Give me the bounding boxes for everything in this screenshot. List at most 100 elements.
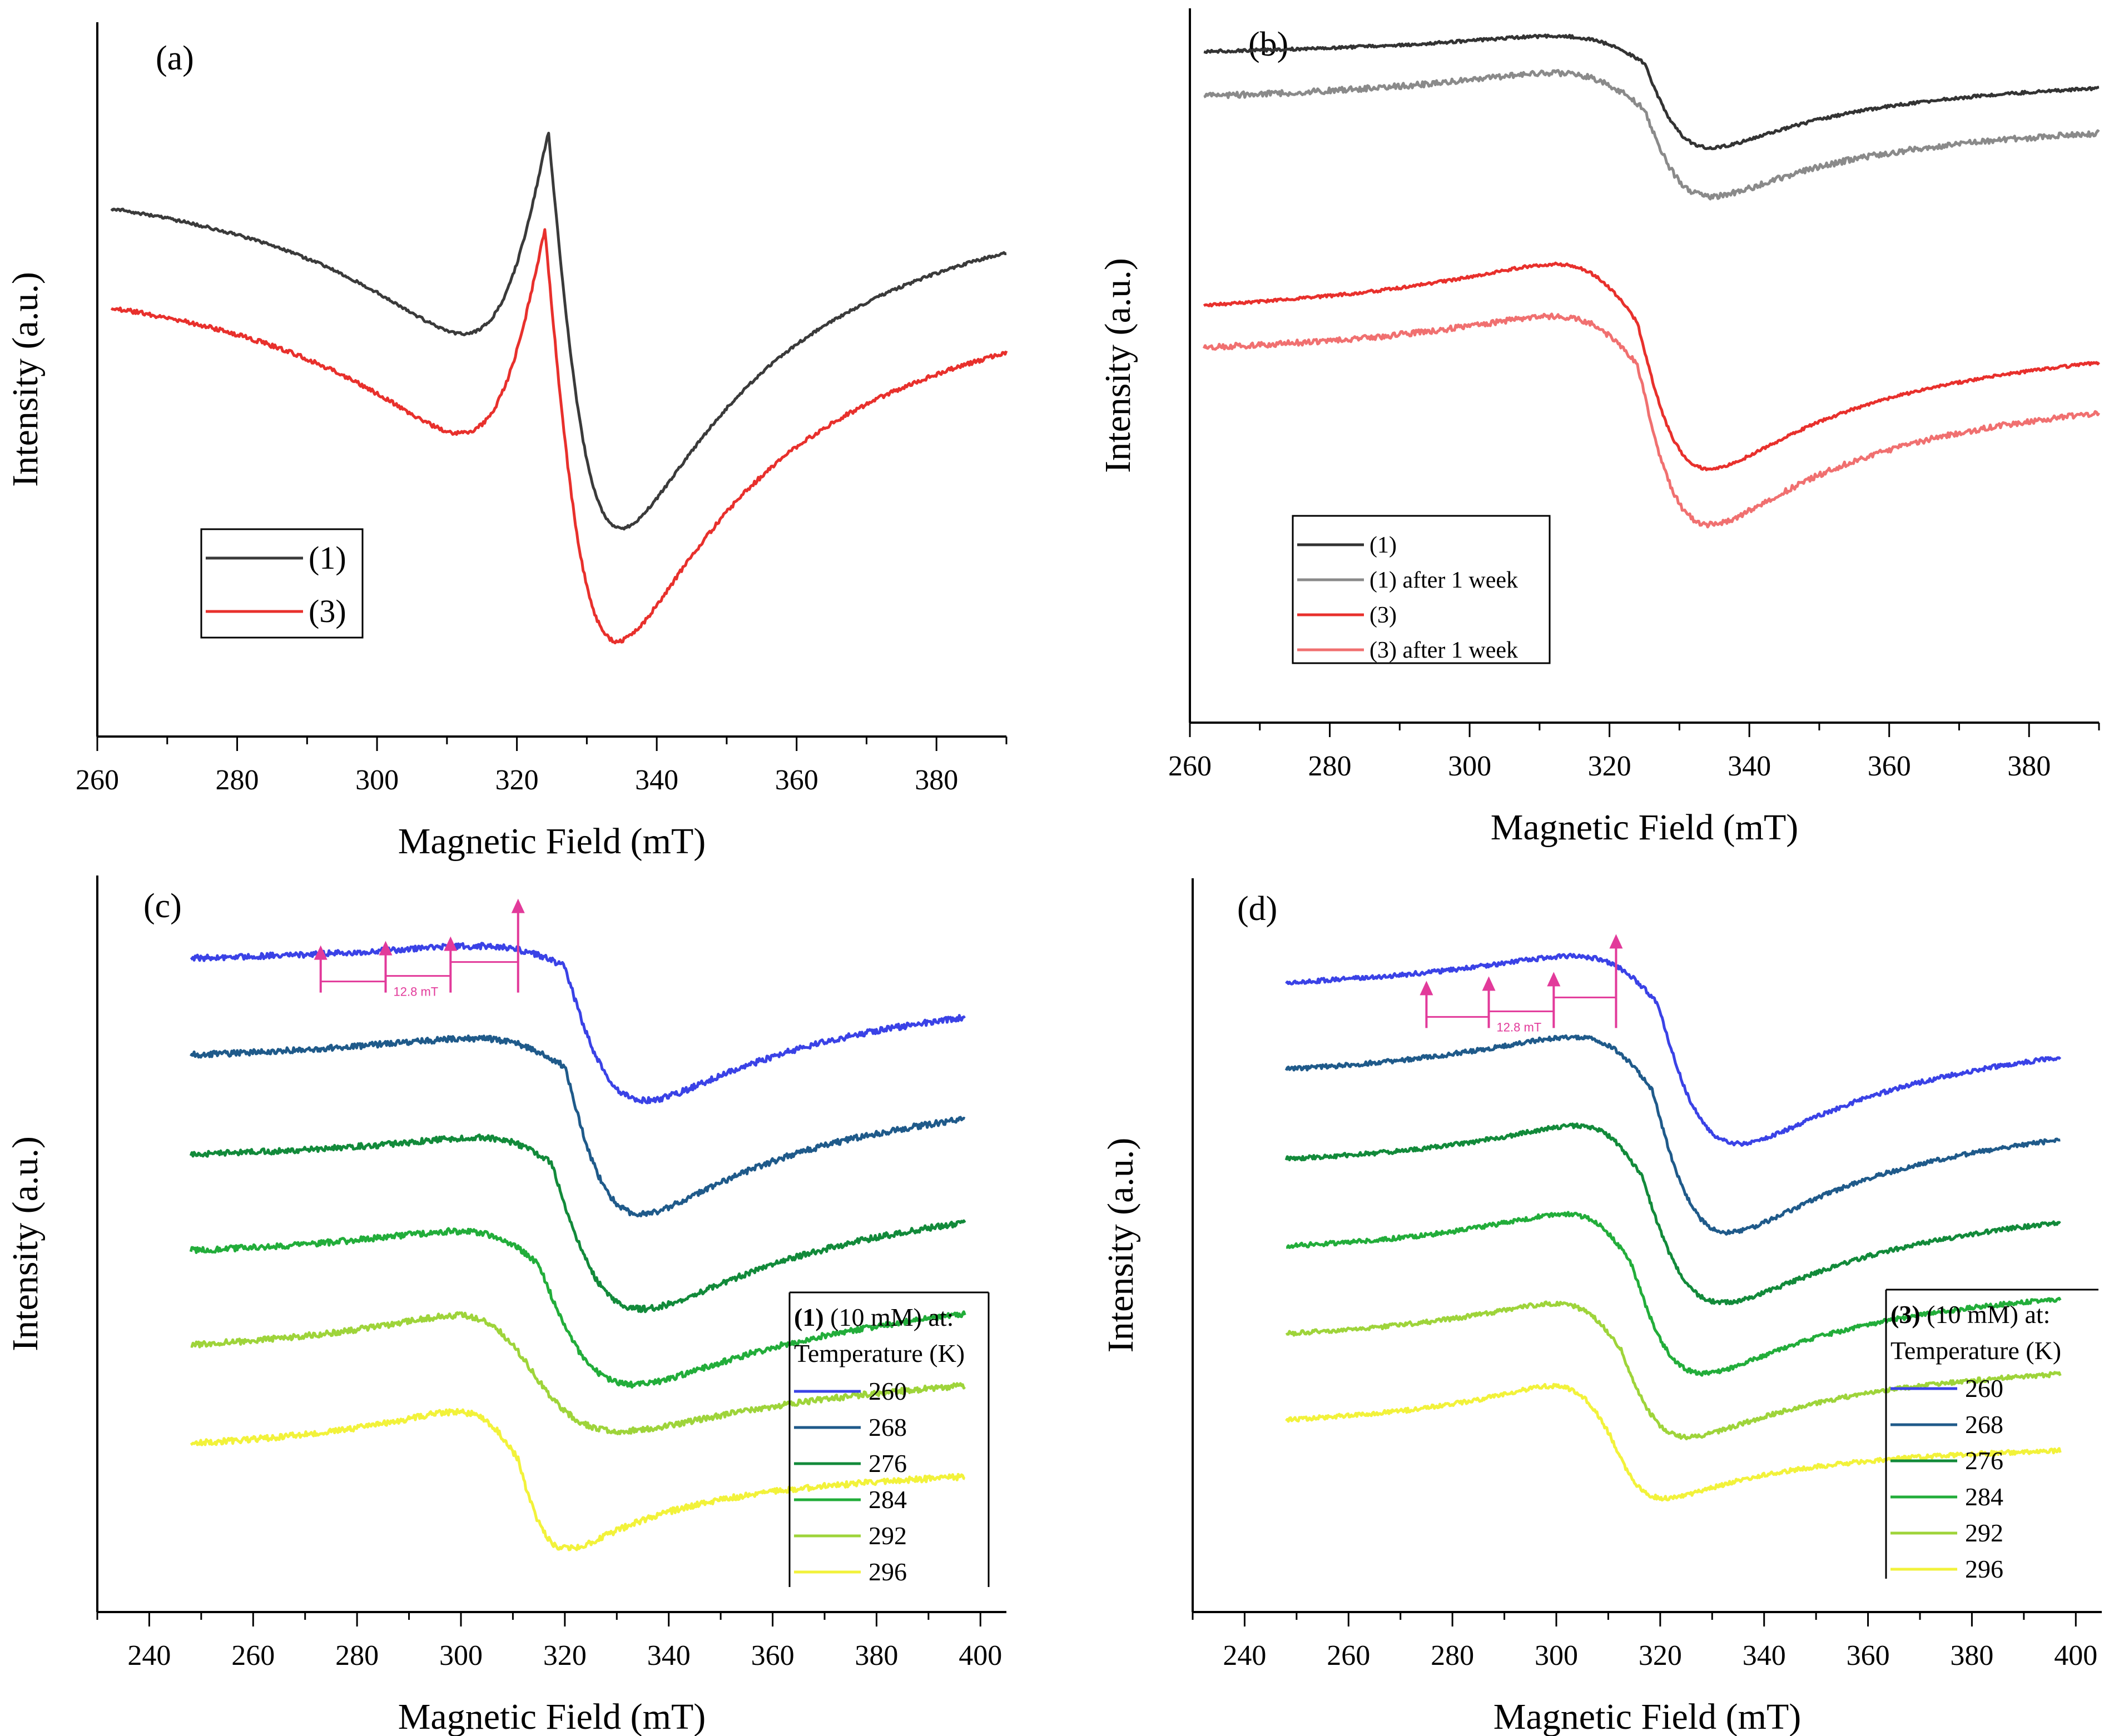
hyperfine-arrow-head xyxy=(511,898,525,913)
legend-entry-label: 276 xyxy=(869,1449,907,1478)
series-line-3 xyxy=(189,1227,966,1389)
legend-subtitle: Temperature (K) xyxy=(794,1339,965,1367)
hyperfine-arrow-head xyxy=(314,945,327,960)
legend-entry-label: 260 xyxy=(1965,1374,2003,1402)
legend-title: (1) (10 mM) at: xyxy=(794,1303,954,1331)
series-line-1 xyxy=(1284,1034,2061,1236)
series-line-1 xyxy=(190,1034,966,1217)
legend-title: (3) (10 mM) at: xyxy=(1890,1300,2050,1329)
x-axis-title: Magnetic Field (mT) xyxy=(398,821,706,862)
panel-b: 260 280 300 320 340 360 380 Magnetic Field (mT)… xyxy=(1098,8,2101,848)
x-tick-label: 300 xyxy=(1535,1640,1578,1672)
x-tick-label: 260 xyxy=(1327,1640,1370,1672)
x-tick-label: 340 xyxy=(647,1640,691,1672)
legend-entry-label: 284 xyxy=(869,1485,907,1514)
series-line-1 xyxy=(110,228,1008,645)
panel-label: (b) xyxy=(1248,26,1288,63)
x-tick-label: 320 xyxy=(1639,1640,1682,1672)
series-line-2 xyxy=(1203,261,2101,471)
x-tick-label: 260 xyxy=(76,764,119,796)
hyperfine-arrow-head xyxy=(379,941,393,956)
series-line-1 xyxy=(1203,69,2100,201)
x-tick-label: 300 xyxy=(439,1640,483,1672)
legend-entry-label: (1) after 1 week xyxy=(1369,568,1518,593)
x-tick-label: 340 xyxy=(1728,750,1771,782)
legend-entry-label: (3) xyxy=(309,593,346,629)
legend: (1) (10 mM) at: Temperature (K) 260 268 276 2… xyxy=(788,1291,990,1587)
series-line-3 xyxy=(1286,1211,2062,1377)
x-tick-label: 360 xyxy=(751,1640,795,1672)
x-tick-label: 300 xyxy=(1448,750,1491,782)
legend-entry-label: 268 xyxy=(1965,1410,2003,1439)
x-tick-label: 280 xyxy=(216,764,259,796)
x-axis-title: Magnetic Field (mT) xyxy=(398,1697,706,1736)
series-line-4 xyxy=(1285,1300,2062,1441)
series-line-2 xyxy=(189,1133,966,1314)
y-axis-title: Intensity (a.u.) xyxy=(1098,258,1138,473)
x-tick-label: 380 xyxy=(915,764,958,796)
x-axis-title: Magnetic Field (mT) xyxy=(1491,807,1799,848)
series-line-0 xyxy=(1203,33,2100,151)
legend-entry-label: (1) xyxy=(309,540,346,576)
y-axis-title: Intensity (a.u.) xyxy=(1100,1138,1141,1353)
series-line-3 xyxy=(1202,312,2101,529)
panel-c: 240 260 280 300 320 340 360 380 400 Magnetic Fiel… xyxy=(5,876,1006,1736)
series-line-4 xyxy=(190,1311,966,1435)
x-tick-label: 380 xyxy=(1950,1640,1993,1672)
spacing-annotation: 12.8 mT xyxy=(1497,1020,1542,1034)
legend-entry-label: 292 xyxy=(869,1521,907,1550)
hyperfine-arrow-head xyxy=(1609,934,1623,949)
x-tick-label: 340 xyxy=(635,764,678,796)
panel-a: 260 280 300 320 340 360 380 Magnetic Field (mT)… xyxy=(5,22,1008,862)
legend-entry-label: (3) xyxy=(1369,603,1397,628)
legend-entry-label: (1) xyxy=(1369,533,1397,558)
series-line-5 xyxy=(190,1407,966,1551)
panel-d: 240 260 280 300 320 340 360 380 400 Magnetic Fiel… xyxy=(1100,878,2102,1736)
legend-box xyxy=(200,528,364,639)
x-tick-label: 360 xyxy=(1868,750,1911,782)
hyperfine-arrow-head xyxy=(444,936,458,951)
panel-label: (d) xyxy=(1237,890,1277,928)
series-line-5 xyxy=(1285,1382,2062,1502)
x-tick-label: 280 xyxy=(1431,1640,1474,1672)
x-tick-label: 360 xyxy=(1847,1640,1890,1672)
x-tick-label: 400 xyxy=(959,1640,1002,1672)
legend: (3) (10 mM) at: Temperature (K) 260 268 276 2… xyxy=(1885,1289,2098,1583)
y-axis-title: Intensity (a.u.) xyxy=(5,272,46,487)
x-tick-label: 300 xyxy=(355,764,399,796)
legend-entry-label: 296 xyxy=(869,1558,907,1586)
x-tick-label: 280 xyxy=(1308,750,1352,782)
x-tick-label: 260 xyxy=(231,1640,275,1672)
series-line-2 xyxy=(1284,1122,2061,1306)
x-tick-label: 260 xyxy=(1168,750,1212,782)
x-tick-label: 280 xyxy=(335,1640,379,1672)
x-tick-label: 400 xyxy=(2054,1640,2097,1672)
legend-entry-label: 276 xyxy=(1965,1446,2003,1475)
x-tick-label: 240 xyxy=(127,1640,171,1672)
panel-label: (c) xyxy=(143,887,182,925)
x-tick-label: 320 xyxy=(495,764,539,796)
legend-entry-label: (3) after 1 week xyxy=(1369,638,1518,663)
legend-title-rest: (10 mM) at: xyxy=(824,1303,954,1331)
x-axis-title: Magnetic Field (mT) xyxy=(1493,1697,1802,1736)
legend-entry-label: 284 xyxy=(1965,1483,2003,1511)
hyperfine-arrow-head xyxy=(1482,976,1496,991)
panel-label: (a) xyxy=(156,39,194,77)
series-line-0 xyxy=(110,132,1007,531)
x-tick-label: 380 xyxy=(2007,750,2051,782)
spacing-annotation: 12.8 mT xyxy=(394,985,439,999)
x-tick-label: 240 xyxy=(1223,1640,1266,1672)
legend-box xyxy=(1292,515,1551,664)
legend: (1) (1) after 1 week (3) (3) after 1 week xyxy=(1292,515,1551,664)
legend-title-sample: (1) xyxy=(794,1303,824,1331)
legend-entry-label: 292 xyxy=(1965,1519,2003,1547)
x-tick-label: 320 xyxy=(1588,750,1631,782)
legend-title-sample: (3) xyxy=(1890,1300,1921,1329)
legend: (1)(3) xyxy=(200,528,364,639)
series-line-0 xyxy=(190,942,966,1105)
legend-subtitle: Temperature (K) xyxy=(1890,1336,2061,1365)
x-tick-label: 320 xyxy=(543,1640,587,1672)
legend-entry-label: 268 xyxy=(869,1413,907,1441)
x-tick-label: 360 xyxy=(775,764,818,796)
